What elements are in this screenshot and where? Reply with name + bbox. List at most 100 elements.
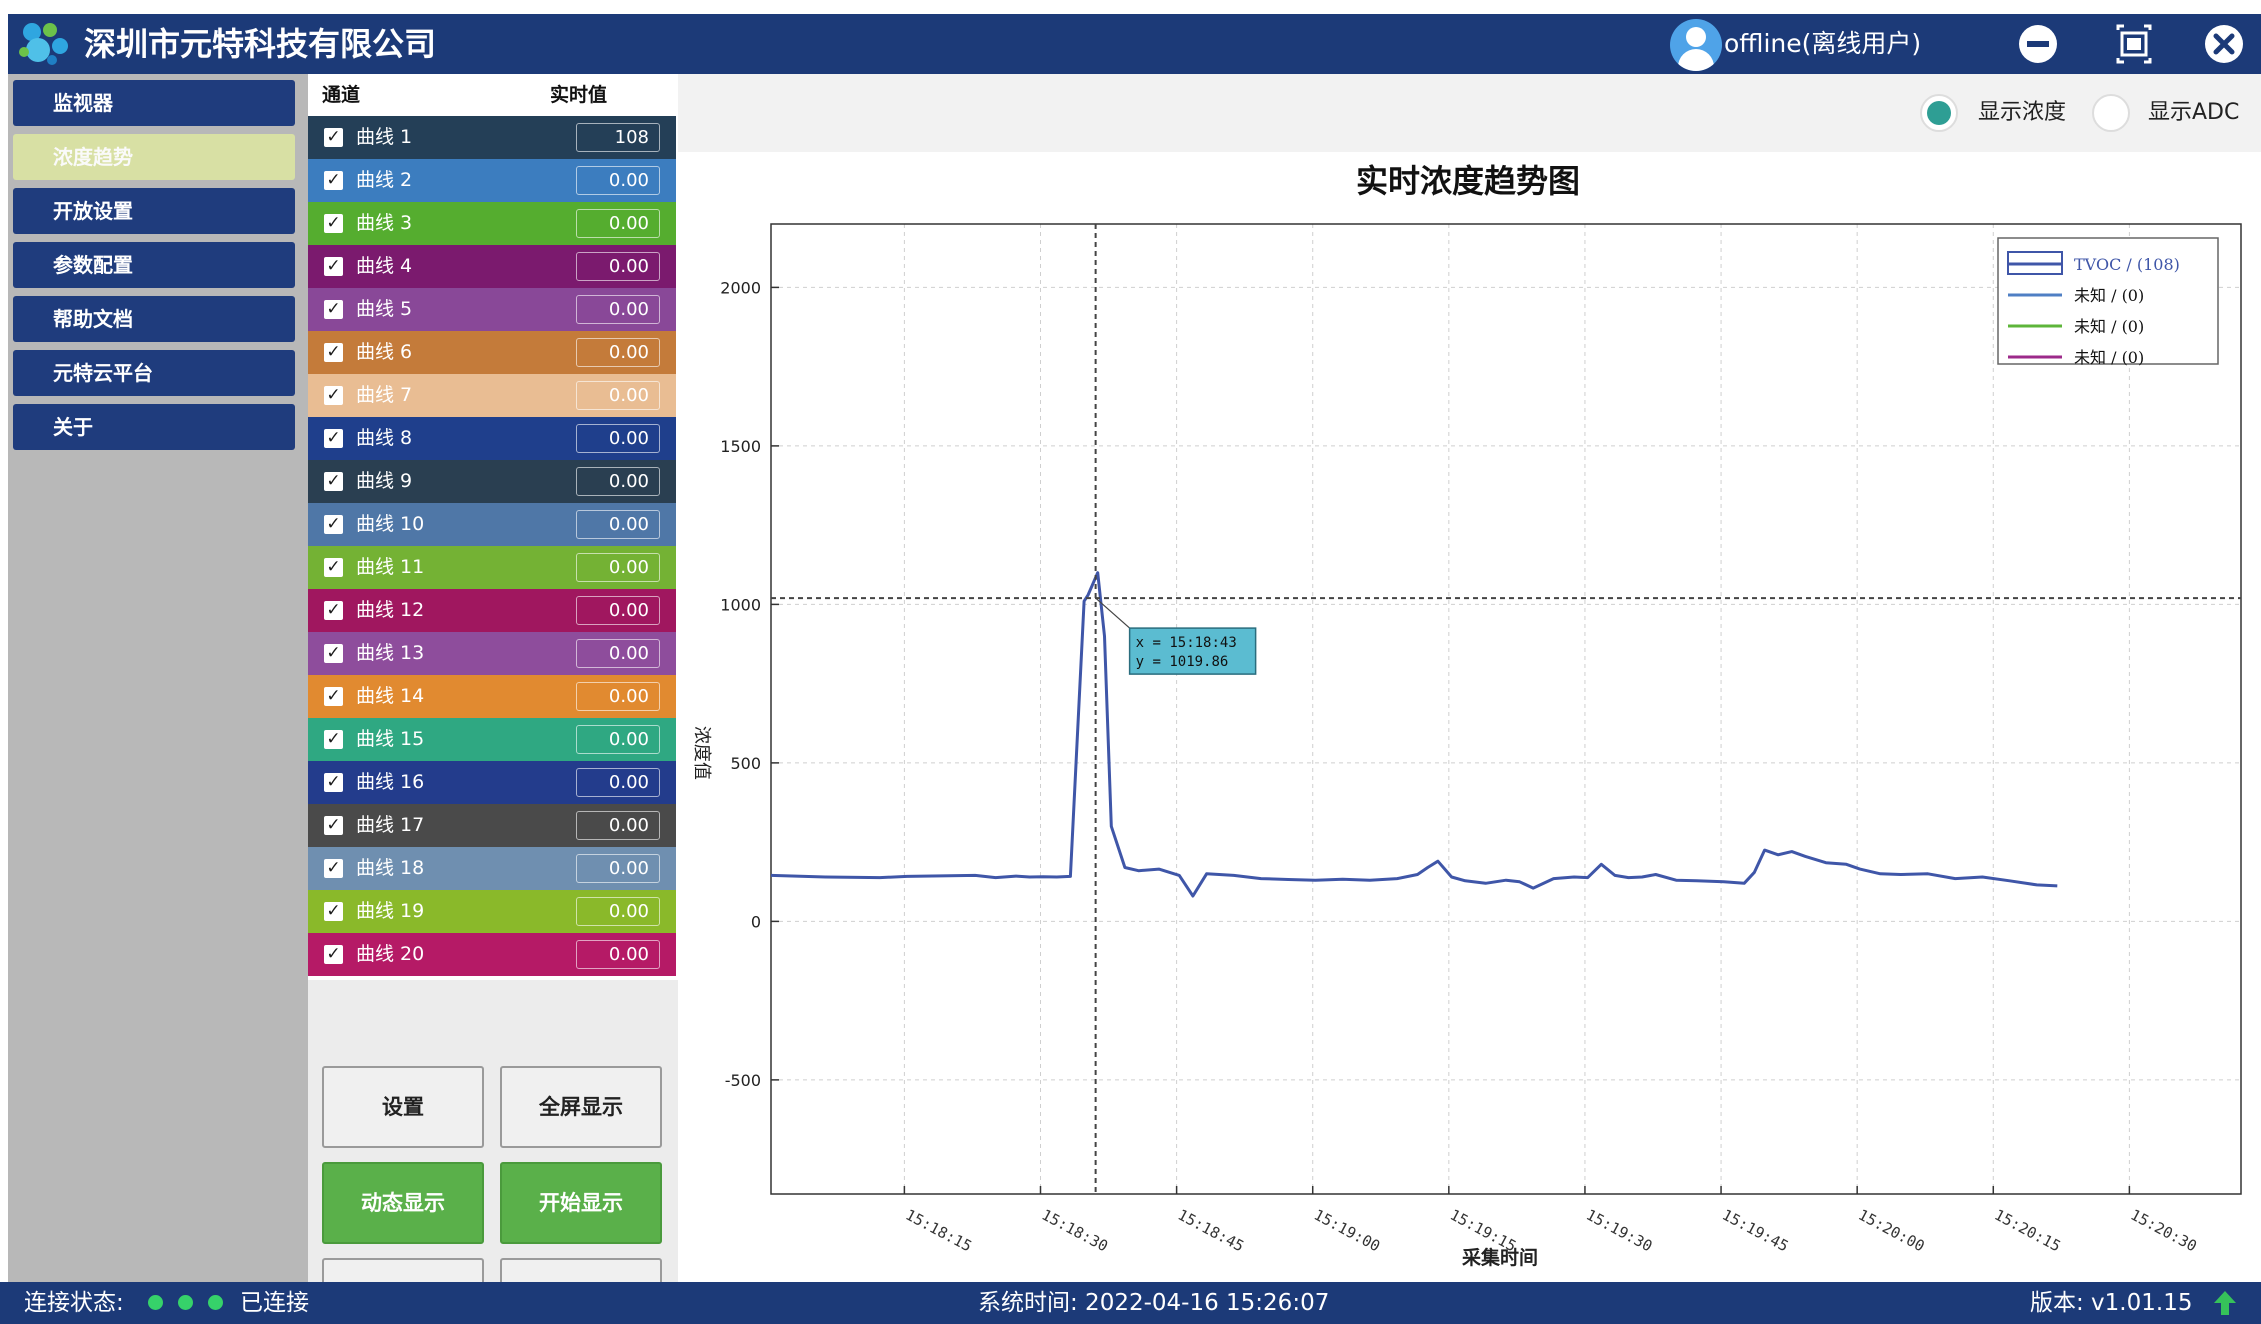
trend-chart[interactable]: 实时浓度趋势图 -500 0 500 1000 1500 2000 15:18:15 15:… — [678, 152, 2261, 1282]
legend-label: TVOC / (108) — [2074, 255, 2180, 274]
grid-lines — [771, 224, 2241, 1194]
channel-checkbox[interactable]: ✓ — [324, 128, 343, 147]
channel-checkbox[interactable]: ✓ — [324, 730, 343, 749]
maximize-button[interactable] — [2112, 22, 2156, 66]
channel-checkbox[interactable]: ✓ — [324, 429, 343, 448]
channel-row[interactable]: ✓ 曲线 8 0.00 — [308, 417, 676, 460]
x-axis-label: 采集时间 — [1462, 1246, 1538, 1269]
channel-checkbox[interactable]: ✓ — [324, 300, 343, 319]
channel-checkbox[interactable]: ✓ — [324, 945, 343, 964]
channel-value: 0.00 — [576, 639, 660, 668]
channel-row[interactable]: ✓ 曲线 7 0.00 — [308, 374, 676, 417]
channel-checkbox[interactable]: ✓ — [324, 343, 343, 362]
channel-checkbox[interactable]: ✓ — [324, 644, 343, 663]
y-axis-ticks: -500 0 500 1000 1500 2000 — [720, 278, 779, 1090]
connection-led-icon — [208, 1295, 223, 1310]
channel-checkbox[interactable]: ✓ — [324, 687, 343, 706]
minimize-button[interactable] — [2016, 22, 2060, 66]
channel-row[interactable]: ✓ 曲线 16 0.00 — [308, 761, 676, 804]
user-avatar-icon[interactable] — [1670, 19, 1722, 71]
start-display-button[interactable]: 开始显示 — [500, 1162, 662, 1244]
settings-button[interactable]: 设置 — [322, 1066, 484, 1148]
channel-checkbox[interactable]: ✓ — [324, 214, 343, 233]
channel-value: 0.00 — [576, 725, 660, 754]
channel-row[interactable]: ✓ 曲线 1 108 — [308, 116, 676, 159]
connection-led-icon — [178, 1295, 193, 1310]
channel-checkbox[interactable]: ✓ — [324, 601, 343, 620]
channel-row[interactable]: ✓ 曲线 9 0.00 — [308, 460, 676, 503]
channel-row[interactable]: ✓ 曲线 17 0.00 — [308, 804, 676, 847]
nav-item-monitor[interactable]: 监视器 — [13, 80, 295, 126]
channel-row[interactable]: ✓ 曲线 3 0.00 — [308, 202, 676, 245]
channel-checkbox[interactable]: ✓ — [324, 859, 343, 878]
connection-status: 已连接 — [240, 1290, 309, 1316]
connection-label: 连接状态: — [24, 1290, 124, 1316]
channel-value: 0.00 — [576, 381, 660, 410]
dynamic-display-button[interactable]: 动态显示 — [322, 1162, 484, 1244]
channel-row[interactable]: ✓ 曲线 20 0.00 — [308, 933, 676, 976]
crosshair-cursor: x = 15:18:43 y = 1019.86 — [771, 224, 2241, 1194]
nav-item-parameters[interactable]: 参数配置 — [13, 242, 295, 288]
y-tick-label: -500 — [725, 1071, 761, 1090]
nav-item-cloud[interactable]: 元特云平台 — [13, 350, 295, 396]
x-axis-ticks: 15:18:15 15:18:30 15:18:45 15:19:00 15:19:15… — [903, 1186, 2200, 1255]
channel-row[interactable]: ✓ 曲线 18 0.00 — [308, 847, 676, 890]
y-tick-label: 1500 — [720, 437, 761, 456]
channel-row[interactable]: ✓ 曲线 2 0.00 — [308, 159, 676, 202]
x-tick-label: 15:18:15 — [903, 1206, 975, 1256]
channel-value: 0.00 — [576, 295, 660, 324]
x-tick-label: 15:18:30 — [1039, 1206, 1111, 1256]
channel-checkbox[interactable]: ✓ — [324, 558, 343, 577]
channel-name: 曲线 6 — [356, 341, 413, 363]
channel-row[interactable]: ✓ 曲线 19 0.00 — [308, 890, 676, 933]
channel-checkbox[interactable]: ✓ — [324, 257, 343, 276]
channel-row[interactable]: ✓ 曲线 11 0.00 — [308, 546, 676, 589]
nav-item-trend[interactable]: 浓度趋势 — [13, 134, 295, 180]
fullscreen-button[interactable]: 全屏显示 — [500, 1066, 662, 1148]
show-adc-label[interactable]: 显示ADC — [2148, 100, 2240, 125]
channel-checkbox[interactable]: ✓ — [324, 773, 343, 792]
channel-checkbox[interactable]: ✓ — [324, 472, 343, 491]
channel-name: 曲线 15 — [356, 728, 425, 750]
display-options-bar: 显示浓度 显示ADC — [678, 74, 2261, 152]
channel-name: 曲线 4 — [356, 255, 413, 277]
show-adc-radio[interactable] — [2092, 94, 2130, 132]
upgrade-arrow-icon[interactable] — [2212, 1289, 2238, 1317]
channel-row[interactable]: ✓ 曲线 4 0.00 — [308, 245, 676, 288]
column-header-channel: 通道 — [322, 84, 361, 106]
channel-checkbox[interactable]: ✓ — [324, 816, 343, 835]
nav-item-help[interactable]: 帮助文档 — [13, 296, 295, 342]
channel-value: 0.00 — [576, 467, 660, 496]
channel-name: 曲线 7 — [356, 384, 413, 406]
channel-name: 曲线 9 — [356, 470, 413, 492]
channel-row[interactable]: ✓ 曲线 13 0.00 — [308, 632, 676, 675]
show-concentration-label[interactable]: 显示浓度 — [1978, 100, 2067, 125]
channel-row[interactable]: ✓ 曲线 5 0.00 — [308, 288, 676, 331]
channel-row[interactable]: ✓ 曲线 10 0.00 — [308, 503, 676, 546]
channel-checkbox[interactable]: ✓ — [324, 902, 343, 921]
channel-row[interactable]: ✓ 曲线 15 0.00 — [308, 718, 676, 761]
y-axis-label: 浓度值 — [691, 726, 712, 780]
legend-label: 未知 / (0) — [2074, 348, 2144, 367]
channel-row[interactable]: ✓ 曲线 12 0.00 — [308, 589, 676, 632]
channel-value: 0.00 — [576, 553, 660, 582]
channel-row[interactable]: ✓ 曲线 6 0.00 — [308, 331, 676, 374]
show-concentration-radio[interactable] — [1920, 94, 1958, 132]
user-status[interactable]: offline(离线用户) — [1724, 29, 1922, 58]
nav-item-open-settings[interactable]: 开放设置 — [13, 188, 295, 234]
y-tick-label: 0 — [751, 912, 761, 931]
plot-frame — [770, 223, 2242, 1195]
nav-item-about[interactable]: 关于 — [13, 404, 295, 450]
channel-checkbox[interactable]: ✓ — [324, 386, 343, 405]
channel-row[interactable]: ✓ 曲线 14 0.00 — [308, 675, 676, 718]
channel-checkbox[interactable]: ✓ — [324, 515, 343, 534]
close-button[interactable] — [2202, 22, 2246, 66]
x-tick-label: 15:18:45 — [1175, 1206, 1247, 1256]
legend-label: 未知 / (0) — [2074, 286, 2144, 305]
side-navigation: 监视器 浓度趋势 开放设置 参数配置 帮助文档 元特云平台 关于 — [8, 74, 308, 1282]
y-tick-label: 500 — [730, 754, 761, 773]
channel-value: 0.00 — [576, 854, 660, 883]
version-label: 版本: v1.01.15 — [2030, 1290, 2193, 1316]
channel-name: 曲线 13 — [356, 642, 425, 664]
channel-checkbox[interactable]: ✓ — [324, 171, 343, 190]
